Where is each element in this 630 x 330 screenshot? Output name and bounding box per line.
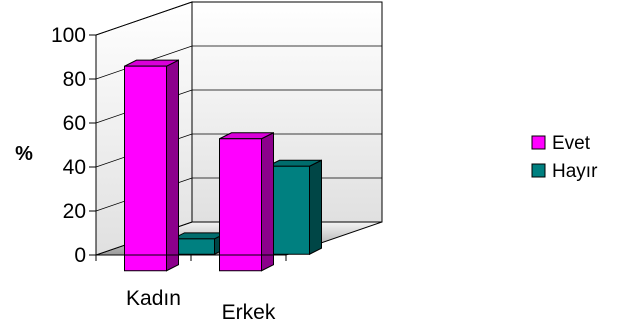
y-tick-label-80: 80: [63, 68, 86, 91]
legend: Evet Hayır: [531, 133, 598, 182]
axes: [89, 34, 287, 261]
bar-hayır-1: [267, 159, 322, 256]
y-tick-label-20: 20: [63, 200, 86, 223]
y-tick-label-100: 100: [51, 24, 86, 47]
bar-evet-0: [124, 59, 179, 272]
labels: 0 20 40 60 80 100 Kadın Erkek%: [15, 24, 276, 324]
y-tick-label-60: 60: [63, 112, 86, 135]
y-axis-label: %: [15, 143, 33, 165]
category-label-1: Erkek: [222, 301, 276, 324]
bar-evet-1: [219, 131, 274, 272]
gridline-100: [95, 1, 382, 36]
y-tick-label-0: 0: [74, 244, 86, 267]
legend-swatch-0: [531, 135, 546, 150]
bar-hayır-0: [172, 232, 227, 256]
bars: [124, 59, 322, 272]
y-tick-label-40: 40: [63, 156, 86, 179]
legend-label-0: Evet: [552, 133, 591, 154]
category-label-0: Kadın: [126, 287, 181, 310]
legend-swatch-1: [531, 163, 546, 178]
legend-label-1: Hayır: [552, 161, 598, 182]
